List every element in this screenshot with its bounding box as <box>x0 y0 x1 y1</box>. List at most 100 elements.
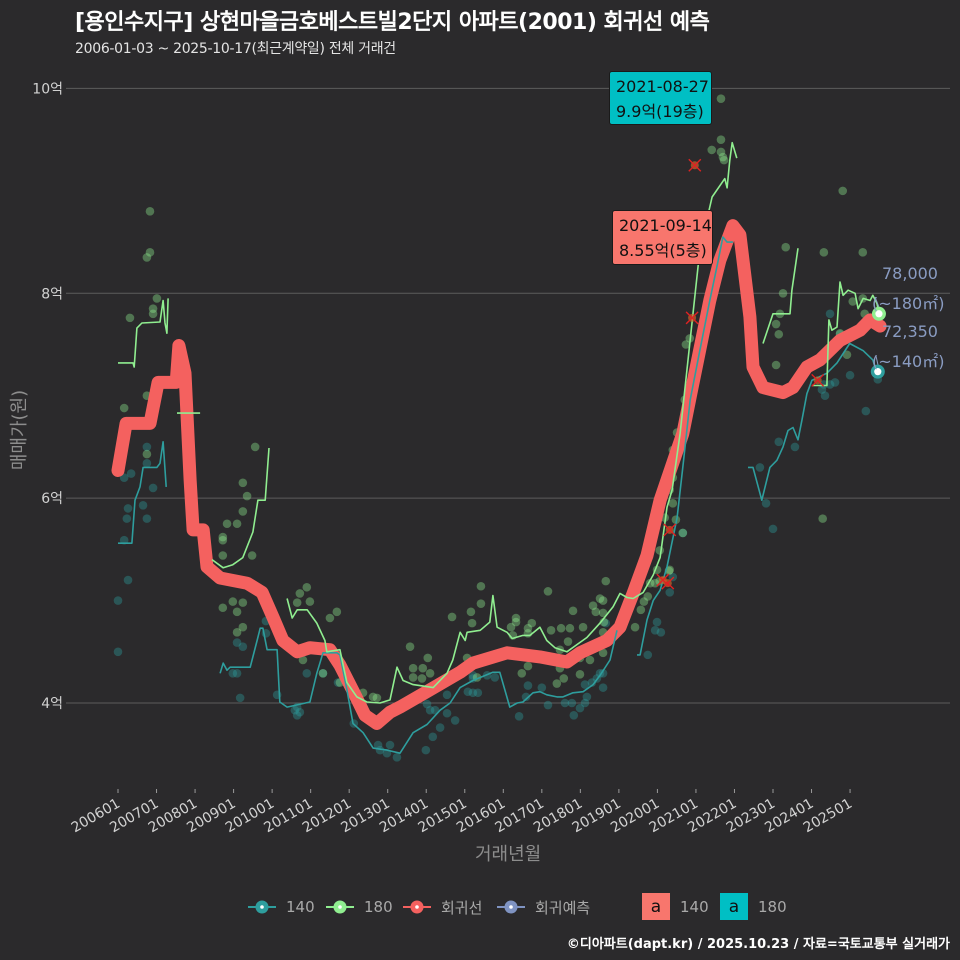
cancelled-x-icon <box>811 373 825 387</box>
legend-label: 140 <box>286 898 315 916</box>
scatter-point-180 <box>238 622 248 632</box>
scatter-point-180 <box>242 491 252 501</box>
scatter-point-180 <box>152 294 162 303</box>
axes: 4억6억8억10억2006012007012008012009012010012… <box>32 81 855 836</box>
y-axis-title: 매매가(원) <box>9 389 30 471</box>
series-line-180 <box>811 281 880 387</box>
scatter-point-180 <box>302 582 312 592</box>
scatter-point-180 <box>588 601 598 611</box>
scatter-point-140 <box>235 693 245 703</box>
scatter-point-180 <box>842 350 852 360</box>
scatter-point-140 <box>468 688 478 698</box>
scatter-point-140 <box>845 370 855 380</box>
scatter-point-180 <box>819 248 829 257</box>
scatter-point-140 <box>790 442 800 452</box>
scatter-point-140 <box>392 752 402 762</box>
scatter-point-140 <box>560 698 570 708</box>
scatter-point-140 <box>473 688 483 698</box>
scatter-point-140 <box>587 678 597 687</box>
scatter-point-140 <box>463 687 473 697</box>
scatter-point-180 <box>665 565 675 575</box>
scatter-point-180 <box>408 663 418 673</box>
scatter-point-180 <box>476 599 486 608</box>
legend-item-180: 180 <box>326 896 393 918</box>
scatter-point-180 <box>639 597 649 606</box>
scatter-point-140 <box>601 618 611 628</box>
scatter-point-140 <box>650 625 660 635</box>
footer-credit: ©디아파트(dapt.kr) / 2025.10.23 / 자료=국토교통부 실… <box>566 937 950 952</box>
scatter-point-180 <box>372 693 382 703</box>
scatter-point-140 <box>825 380 835 389</box>
scatter-point-180 <box>423 653 433 663</box>
scatter-point-180 <box>552 679 562 688</box>
scatter-point-140 <box>490 673 500 682</box>
scatter-point-180 <box>718 152 728 162</box>
scatter-point-180 <box>527 618 537 628</box>
scatter-point-140 <box>774 437 784 447</box>
scatter-point-140 <box>142 442 152 452</box>
legend-box-180: a 180 <box>720 893 787 920</box>
scatter-point-180 <box>511 613 521 623</box>
scatter-point-180 <box>368 692 378 702</box>
scatter-point-180 <box>142 449 152 459</box>
scatter-point-140 <box>820 391 830 401</box>
scatter-point-180 <box>778 288 788 298</box>
legend-key-180-icon <box>326 900 354 914</box>
scatter-point-140 <box>425 705 435 715</box>
scatter-point-180 <box>858 248 868 257</box>
scatter-point-180 <box>466 607 476 617</box>
scatter-point-180 <box>318 669 328 678</box>
end-label-180-value: 78,000 <box>882 264 938 283</box>
scatter-point-140 <box>656 628 666 637</box>
scatter-point-180 <box>218 535 228 545</box>
scatter-point-140 <box>678 528 688 538</box>
scatter-point-180 <box>598 608 608 618</box>
scatter-point-180 <box>598 648 608 658</box>
scatter-point-180 <box>238 598 248 607</box>
scatter-point-180 <box>601 576 611 586</box>
scatter-point-180 <box>218 551 228 560</box>
scatter-point-180 <box>678 528 688 538</box>
scatter-point-180 <box>295 589 305 598</box>
scatter-point-140 <box>575 703 585 713</box>
scatter-point-180 <box>774 329 784 339</box>
series-line-140 <box>219 627 618 755</box>
regression-path <box>111 219 887 730</box>
legend-box-swatch: a <box>642 893 670 920</box>
scatter-point-180 <box>546 625 556 635</box>
scatter-point-180 <box>408 673 418 682</box>
end-label-180-area: (~180㎡) <box>872 294 945 313</box>
scatter-point-180 <box>511 617 521 627</box>
scatter-point-140 <box>514 712 524 721</box>
series-line-180 <box>762 248 799 344</box>
scatter-point-140 <box>232 669 242 678</box>
x-axis-title: 거래년월 <box>475 844 542 865</box>
scatter-point-140 <box>668 572 678 582</box>
chart-subtitle: 2006-01-03 ~ 2025-10-17(최근계약일) 전체 거래건 <box>75 41 396 57</box>
scatter-point-180 <box>716 94 726 103</box>
scatter-point-140 <box>442 708 452 718</box>
scatter-point-140 <box>580 680 590 689</box>
legend-label: 180 <box>758 897 787 916</box>
scatter-point-180 <box>148 304 158 313</box>
cancelled-markers <box>656 158 825 590</box>
legend-key-140-icon <box>248 900 276 914</box>
scatter-point-180 <box>142 253 152 262</box>
scatter-point-140 <box>113 596 123 605</box>
y-tick-label: 4억 <box>41 696 63 712</box>
scatter-point-180 <box>517 669 527 678</box>
scatter-point-180 <box>405 642 415 651</box>
scatter-point-180 <box>292 598 302 607</box>
scatter-point-140 <box>861 406 871 416</box>
series-line-180 <box>286 141 738 704</box>
scatter-point-180 <box>591 607 601 617</box>
scatter-point-140 <box>123 504 133 513</box>
annotation-value: 9.9억(19층) <box>616 102 704 121</box>
y-tick-label: 10억 <box>32 81 63 97</box>
scatter-point-180 <box>145 248 155 257</box>
scatter-point-180 <box>145 207 155 216</box>
scatter-point-180 <box>565 623 575 633</box>
scatter-point-180 <box>585 655 595 665</box>
scatter-point-140 <box>238 642 248 651</box>
